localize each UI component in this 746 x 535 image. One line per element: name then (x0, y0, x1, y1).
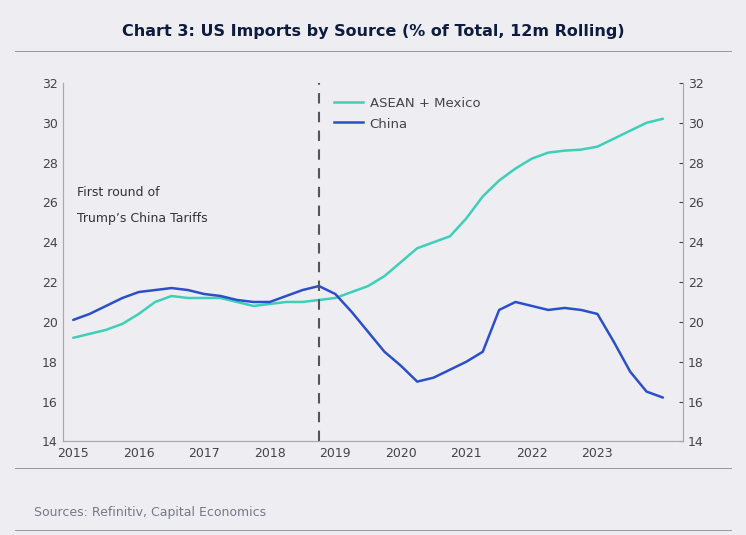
China (233, 297, 242, 303)
ASEAN + Mexico (626, 127, 635, 134)
ASEAN + Mexico (118, 320, 127, 327)
ASEAN + Mexico (445, 233, 454, 240)
ASEAN + Mexico (347, 289, 356, 295)
Text: Sources: Refinitiv, Capital Economics: Sources: Refinitiv, Capital Economics (34, 506, 266, 518)
ASEAN + Mexico (184, 295, 192, 301)
ASEAN + Mexico (429, 239, 438, 246)
ASEAN + Mexico (659, 116, 668, 122)
China (330, 291, 339, 297)
China (577, 307, 586, 313)
China (282, 293, 291, 299)
ASEAN + Mexico (282, 299, 291, 305)
ASEAN + Mexico (69, 334, 78, 341)
China (249, 299, 258, 305)
China (363, 328, 372, 335)
China (642, 388, 651, 395)
ASEAN + Mexico (151, 299, 160, 305)
Line: China: China (73, 286, 663, 398)
ASEAN + Mexico (266, 301, 275, 307)
China (445, 366, 454, 373)
ASEAN + Mexico (85, 331, 94, 337)
China (347, 309, 356, 315)
ASEAN + Mexico (233, 299, 242, 305)
China (85, 311, 94, 317)
ASEAN + Mexico (495, 177, 504, 184)
China (544, 307, 553, 313)
China (527, 303, 536, 309)
China (69, 317, 78, 323)
China (380, 349, 389, 355)
ASEAN + Mexico (560, 148, 569, 154)
China (118, 295, 127, 301)
ASEAN + Mexico (200, 295, 209, 301)
ASEAN + Mexico (478, 193, 487, 200)
ASEAN + Mexico (413, 245, 421, 251)
China (462, 358, 471, 365)
ASEAN + Mexico (134, 311, 143, 317)
China (298, 287, 307, 293)
China (429, 374, 438, 381)
ASEAN + Mexico (462, 215, 471, 221)
China (134, 289, 143, 295)
Text: Chart 3: US Imports by Source (% of Total, 12m Rolling): Chart 3: US Imports by Source (% of Tota… (122, 24, 624, 39)
ASEAN + Mexico (216, 295, 225, 301)
ASEAN + Mexico (167, 293, 176, 299)
ASEAN + Mexico (609, 135, 618, 142)
ASEAN + Mexico (396, 259, 405, 265)
Text: First round of: First round of (77, 187, 159, 200)
China (167, 285, 176, 291)
China (200, 291, 209, 297)
ASEAN + Mexico (511, 165, 520, 172)
ASEAN + Mexico (544, 149, 553, 156)
ASEAN + Mexico (577, 147, 586, 153)
ASEAN + Mexico (298, 299, 307, 305)
China (626, 369, 635, 375)
China (560, 305, 569, 311)
China (593, 311, 602, 317)
China (315, 283, 324, 289)
China (413, 378, 421, 385)
ASEAN + Mexico (101, 327, 110, 333)
ASEAN + Mexico (380, 273, 389, 279)
China (495, 307, 504, 313)
China (609, 339, 618, 345)
Line: ASEAN + Mexico: ASEAN + Mexico (73, 119, 663, 338)
ASEAN + Mexico (527, 155, 536, 162)
China (184, 287, 192, 293)
China (478, 349, 487, 355)
ASEAN + Mexico (363, 283, 372, 289)
China (266, 299, 275, 305)
China (151, 287, 160, 293)
ASEAN + Mexico (330, 295, 339, 301)
China (511, 299, 520, 305)
China (659, 394, 668, 401)
ASEAN + Mexico (642, 119, 651, 126)
China (396, 363, 405, 369)
ASEAN + Mexico (249, 303, 258, 309)
China (101, 303, 110, 309)
ASEAN + Mexico (593, 143, 602, 150)
ASEAN + Mexico (315, 297, 324, 303)
Text: Trump’s China Tariffs: Trump’s China Tariffs (77, 212, 207, 225)
Legend: ASEAN + Mexico, China: ASEAN + Mexico, China (330, 93, 484, 134)
China (216, 293, 225, 299)
